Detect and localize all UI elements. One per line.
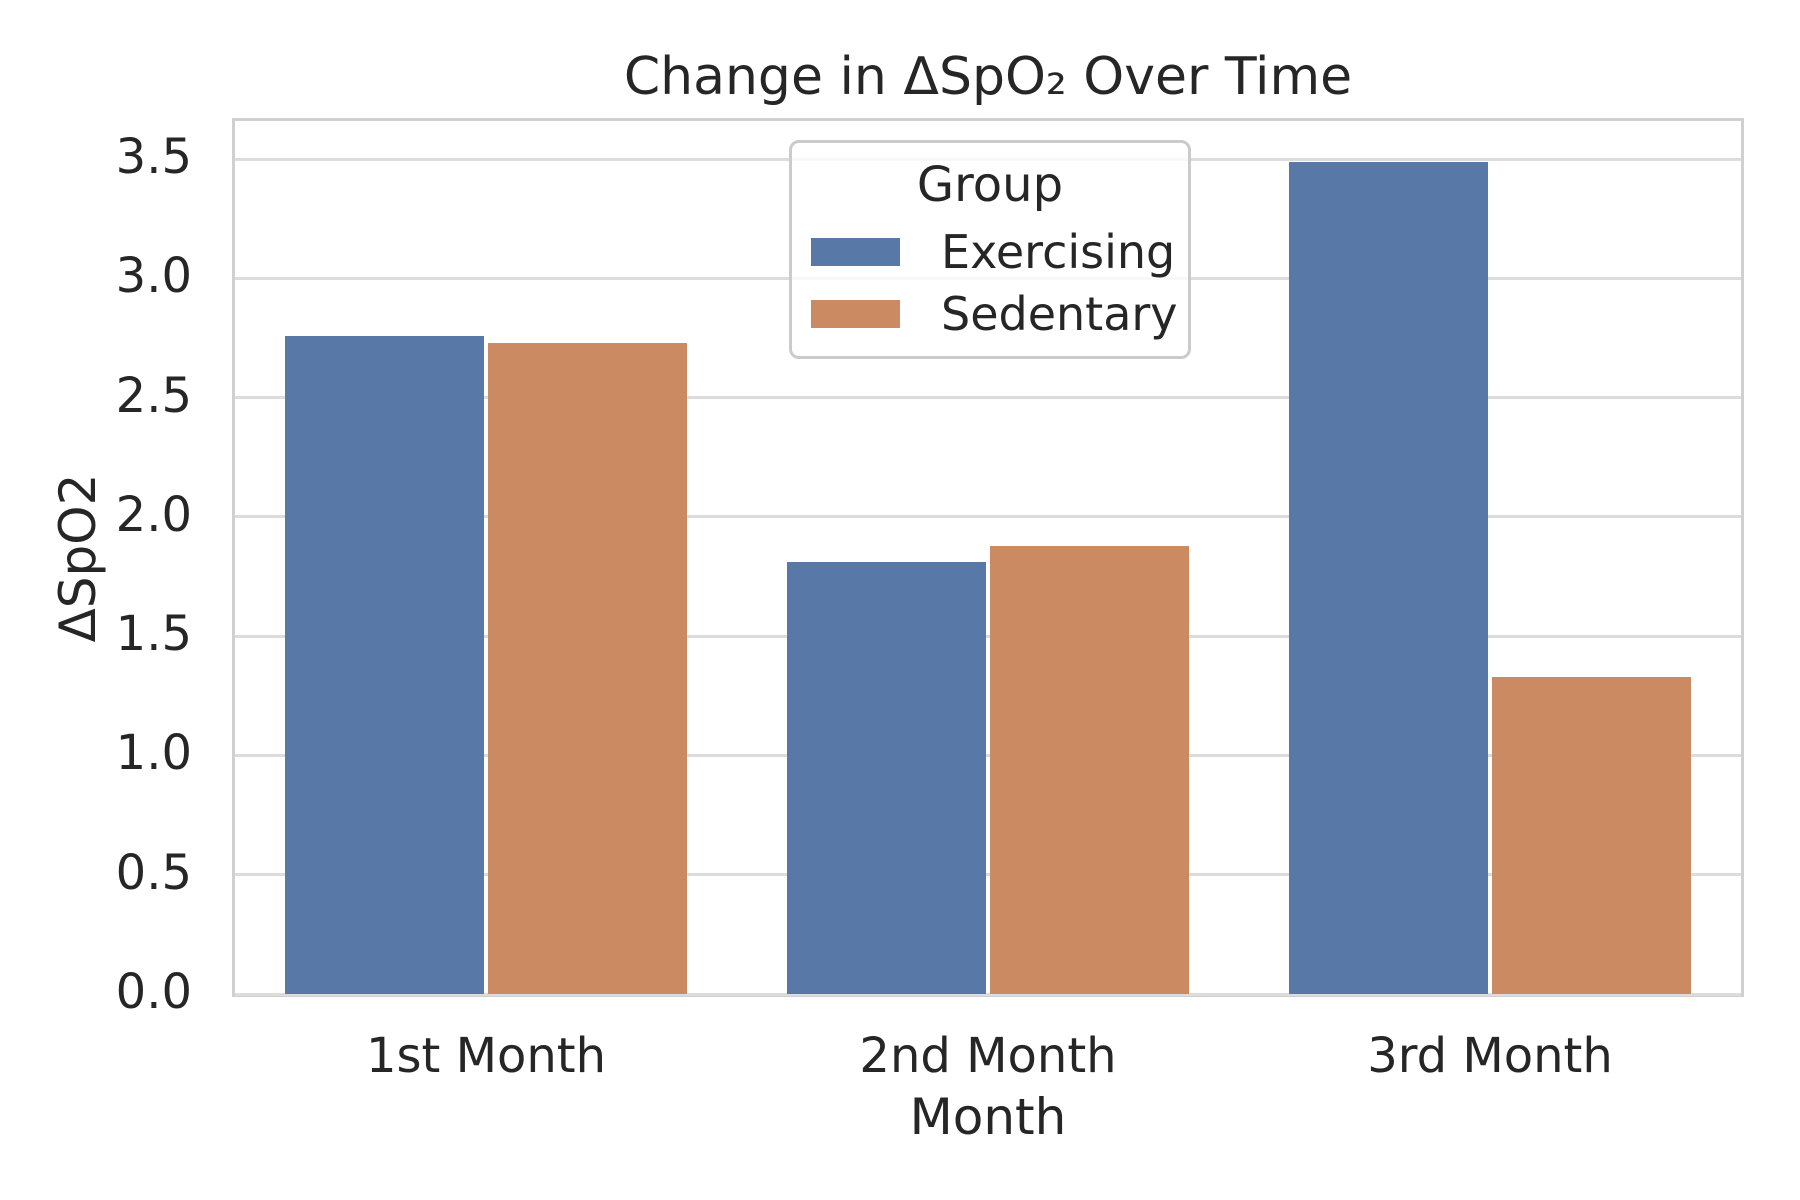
gridline-y-1.5 (235, 634, 1741, 638)
bar-sedentary-1st-month (488, 342, 687, 994)
bar-sedentary-3rd-month (1492, 676, 1691, 994)
y-tick-label-2.5: 2.5 (115, 367, 192, 424)
gridline-y-2.0 (235, 515, 1741, 519)
legend-swatch-sedentary (811, 300, 900, 329)
bar-exercising-3rd-month (1289, 161, 1488, 994)
bar-exercising-1st-month (285, 335, 484, 994)
bar-sedentary-2nd-month (990, 545, 1189, 994)
x-tick-label-2nd-month: 2nd Month (859, 1028, 1117, 1084)
chart-title: Change in ΔSpO₂ Over Time (623, 47, 1353, 107)
gridline-y-0.5 (235, 873, 1741, 877)
legend-item-label-sedentary: Sedentary (941, 287, 1178, 342)
y-tick-label-1.0: 1.0 (115, 725, 192, 782)
plot-area: Group Exercising Sedentary (232, 118, 1744, 997)
y-tick-label-3.0: 3.0 (115, 248, 192, 305)
x-axis-label: Month (909, 1088, 1067, 1146)
y-tick-label-3.5: 3.5 (115, 129, 192, 186)
gridline-y-2.5 (235, 396, 1741, 400)
x-tick-label-3rd-month: 3rd Month (1367, 1028, 1613, 1084)
legend: Group Exercising Sedentary (789, 140, 1191, 359)
y-tick-label-0.0: 0.0 (115, 964, 192, 1021)
legend-title: Group (916, 157, 1064, 213)
legend-items: Exercising Sedentary (792, 224, 1188, 340)
legend-swatch-exercising (811, 237, 900, 266)
legend-item-label-exercising: Exercising (941, 224, 1176, 279)
y-tick-label-1.5: 1.5 (115, 606, 192, 663)
x-tick-label-1st-month: 1st Month (365, 1028, 607, 1084)
bar-exercising-2nd-month (787, 562, 986, 994)
y-tick-label-0.5: 0.5 (115, 844, 192, 901)
y-tick-label-2.0: 2.0 (115, 487, 192, 544)
gridline-y-1.0 (235, 753, 1741, 757)
legend-item-exercising: Exercising (792, 224, 1188, 279)
legend-item-sedentary: Sedentary (792, 289, 1188, 340)
y-axis-label: ΔSpO2 (49, 473, 107, 643)
gridline-y-0.0 (235, 992, 1741, 996)
